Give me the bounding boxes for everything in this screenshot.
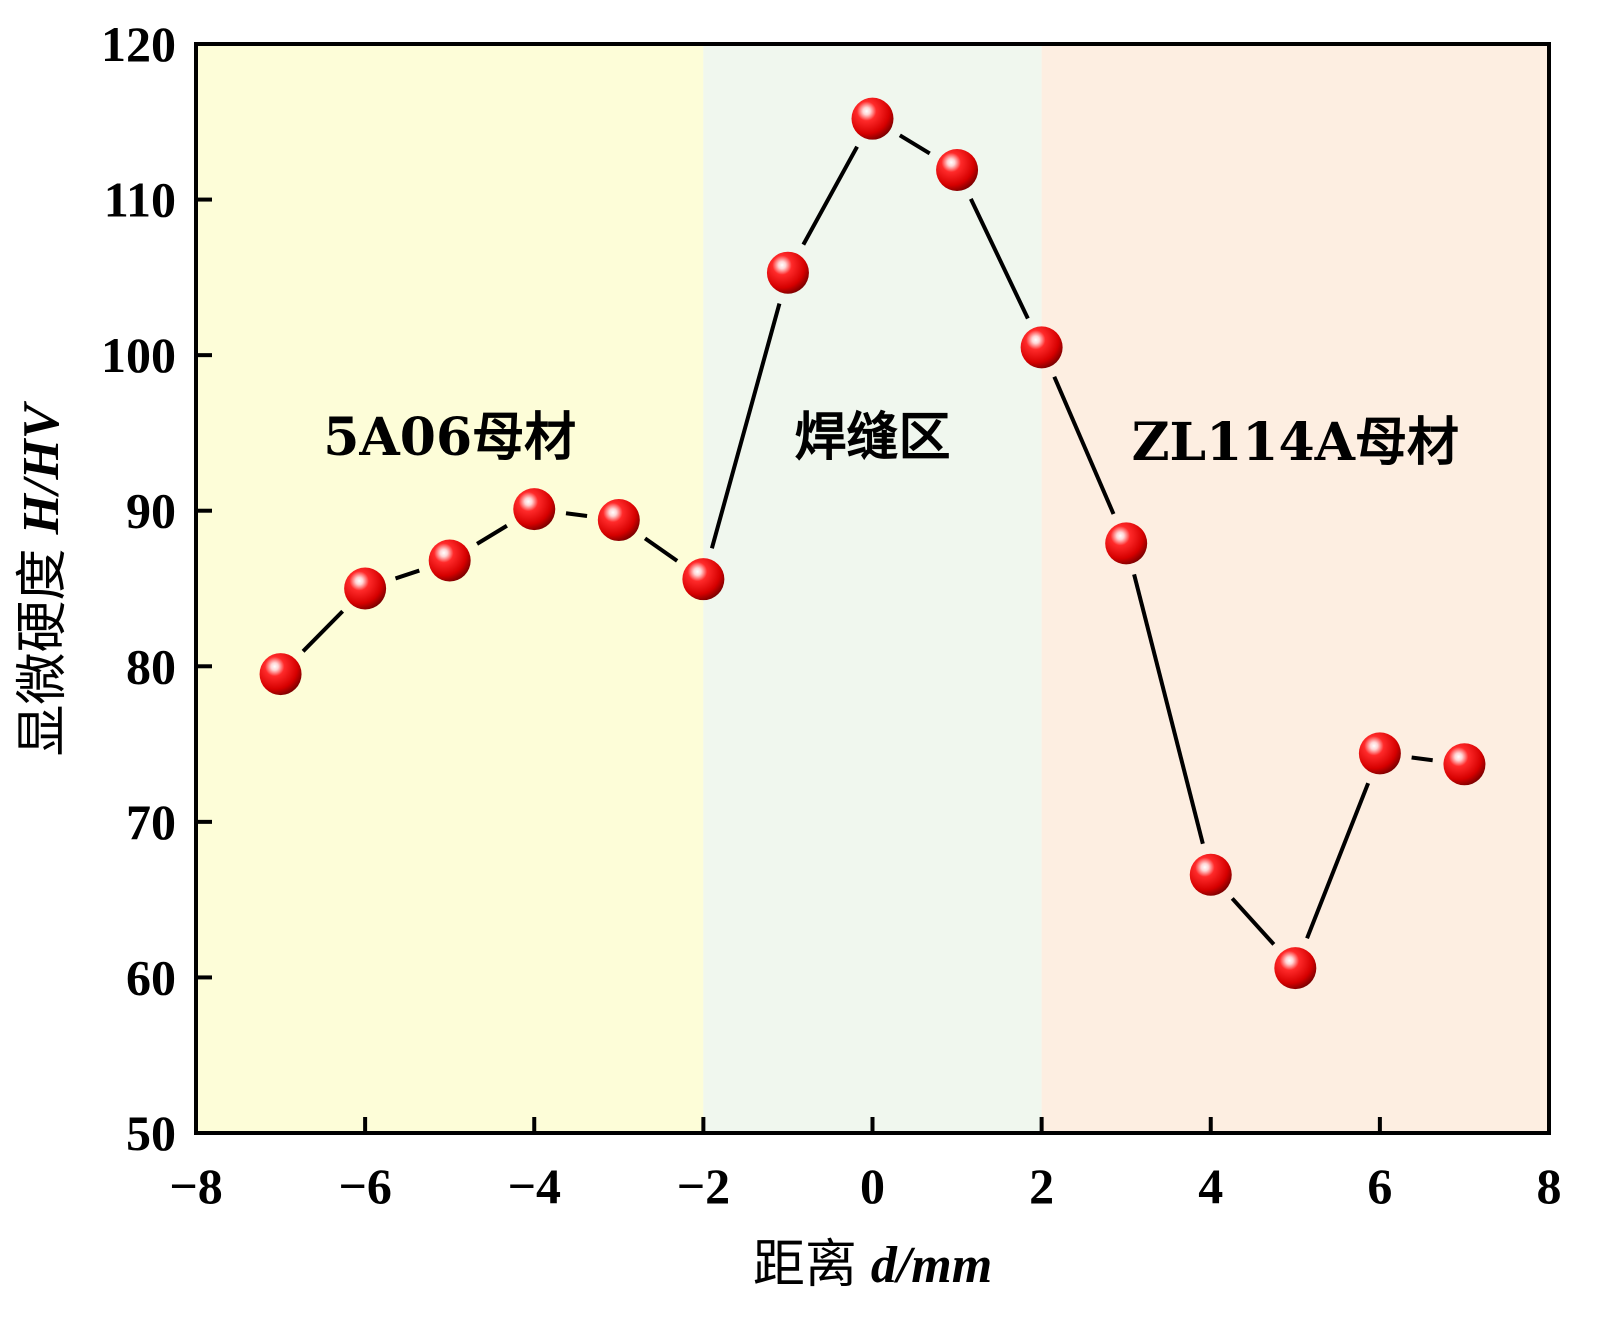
y-axis-ticks: 50 60 70 80 90 100 110 120: [101, 16, 212, 1161]
data-point-3: [513, 488, 556, 531]
series-line: [301, 133, 1433, 946]
region-labels: 5A06母材 焊缝区 ZL114A母材: [323, 407, 1459, 473]
x-tick-label: −4: [508, 1158, 562, 1214]
y-axis-title-var: H/HV: [13, 400, 70, 535]
region-bg-0: [196, 44, 704, 1133]
line-segment: [1305, 782, 1371, 940]
line-segment: [565, 511, 588, 518]
line-segment: [643, 536, 679, 563]
x-tick-label: 0: [860, 1158, 885, 1214]
x-tick-label: −6: [338, 1158, 392, 1214]
data-point-0: [259, 653, 302, 696]
x-axis-ticks: −8 −6 −4 −2 0 2 4 6 8: [169, 1117, 1562, 1214]
region-label-1: 焊缝区: [794, 407, 950, 468]
line-segment: [301, 609, 345, 653]
line-segment: [476, 524, 508, 546]
data-point-1: [344, 567, 387, 610]
region-backgrounds: [196, 44, 1549, 1133]
line-segment: [1052, 375, 1116, 515]
line-segment: [969, 198, 1030, 320]
data-point-8: [936, 149, 979, 192]
line-segment: [394, 568, 420, 581]
y-tick-label: 80: [126, 638, 176, 694]
line-segment: [1132, 573, 1205, 845]
x-tick-label: −8: [169, 1158, 223, 1214]
line-segment: [801, 145, 859, 246]
data-point-13: [1358, 732, 1401, 775]
data-point-7: [851, 97, 894, 140]
region-label-0: 5A06母材: [323, 407, 576, 468]
line-segment: [1230, 897, 1276, 946]
y-tick-label: 50: [126, 1105, 176, 1161]
x-tick-label: −2: [677, 1158, 731, 1214]
x-tick-label: 8: [1537, 1158, 1562, 1214]
data-point-9: [1020, 326, 1063, 369]
data-point-14: [1443, 743, 1486, 786]
series-points: [259, 97, 1486, 990]
y-tick-label: 100: [101, 327, 176, 383]
line-segment: [709, 303, 782, 549]
line-segment: [898, 133, 931, 156]
x-tick-label: 6: [1367, 1158, 1392, 1214]
region-bg-1: [703, 44, 1042, 1133]
y-axis-title: 显微硬度 H/HV: [13, 400, 73, 756]
x-axis-title-var: d/mm: [871, 1237, 992, 1294]
region-label-2: ZL114A母材: [1132, 412, 1459, 473]
line-segment: [1411, 755, 1433, 763]
y-tick-label: 90: [126, 483, 176, 539]
y-tick-label: 70: [126, 794, 176, 850]
x-axis-title-prefix: 距离: [753, 1235, 857, 1295]
y-tick-label: 110: [104, 172, 176, 228]
y-tick-label: 120: [101, 16, 176, 72]
x-tick-label: 2: [1029, 1158, 1054, 1214]
x-tick-label: 4: [1198, 1158, 1223, 1214]
data-point-5: [682, 558, 725, 601]
data-point-6: [766, 251, 809, 294]
x-axis-title: 距离 d/mm: [753, 1235, 992, 1295]
data-point-4: [597, 499, 640, 542]
y-axis-title-prefix: 显微硬度: [13, 549, 73, 757]
y-tick-label: 60: [126, 949, 176, 1005]
data-point-11: [1189, 853, 1232, 896]
data-point-2: [428, 539, 471, 582]
data-point-12: [1274, 947, 1317, 990]
data-point-10: [1105, 522, 1148, 565]
